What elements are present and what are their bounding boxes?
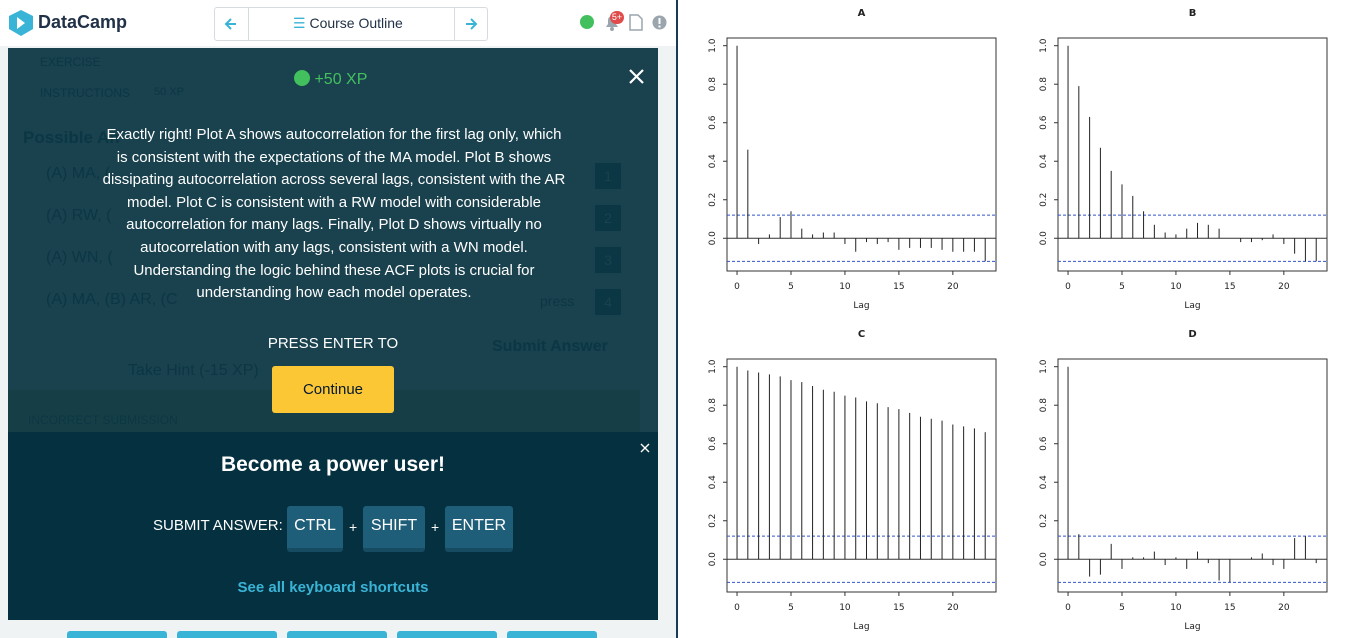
x-tick-label: 5 (1119, 603, 1125, 613)
y-tick-label: 0.0 (708, 231, 718, 246)
brand: DataCamp (38, 12, 128, 32)
x-tick-label: 0 (734, 282, 740, 292)
course-outline[interactable]: ☰ Course Outline (293, 15, 403, 31)
y-tick-label: 0.4 (1039, 154, 1049, 169)
plot-title: C (858, 329, 865, 340)
x-tick-label: 20 (947, 603, 959, 613)
y-tick-label: 1.0 (1039, 359, 1049, 374)
y-tick-label: 0.4 (708, 475, 718, 490)
tab[interactable] (397, 631, 497, 638)
key: SHIFT (363, 506, 425, 552)
submit-label: SUBMIT ANSWER: (153, 517, 283, 534)
x-tick-label: 0 (734, 603, 740, 613)
power-title: Become a power user! (220, 453, 446, 476)
notification-badge: 5+ (610, 11, 624, 24)
tab[interactable] (177, 631, 277, 638)
y-tick-label: 0.8 (1039, 398, 1049, 413)
y-tick-label: 0.0 (1039, 552, 1049, 567)
logo (9, 10, 33, 36)
y-tick-label: 0.2 (708, 514, 718, 528)
xp-gain: +50 XP (294, 70, 367, 89)
tab[interactable] (287, 631, 387, 638)
x-tick-label: 5 (788, 603, 794, 613)
plot-title: B (1189, 8, 1197, 19)
y-tick-label: 0.4 (1039, 475, 1049, 490)
x-tick-label: 10 (1170, 603, 1182, 613)
y-tick-label: 0.6 (1039, 436, 1049, 451)
y-tick-label: 0.8 (708, 398, 718, 413)
divider (676, 0, 678, 638)
tab[interactable] (67, 631, 167, 638)
key: ENTER (445, 506, 513, 552)
x-tick-label: 0 (1065, 603, 1071, 613)
key: CTRL (287, 506, 343, 552)
y-tick-label: 0.2 (708, 193, 718, 207)
power-user-panel: Become a power user! SUBMIT ANSWER: CTRL… (8, 432, 658, 620)
y-tick-label: 1.0 (708, 38, 718, 53)
x-tick-label: 10 (839, 282, 851, 292)
course-outline-label: Course Outline (309, 15, 403, 31)
x-tick-label: 15 (1224, 282, 1235, 292)
y-tick-label: 0.0 (708, 552, 718, 567)
y-tick-label: 0.2 (1039, 514, 1049, 528)
y-tick-label: 0.2 (1039, 193, 1049, 207)
header: DataCamp ☰ Course Outline 5+ (0, 0, 677, 46)
plot-frame (726, 37, 997, 272)
x-tick-label: 20 (947, 282, 959, 292)
y-tick-label: 0.4 (708, 154, 718, 169)
y-tick-label: 0.8 (1039, 77, 1049, 92)
x-tick-label: 10 (1170, 282, 1182, 292)
prev-button[interactable] (215, 8, 249, 40)
x-tick-label: 5 (788, 282, 794, 292)
x-tick-label: 10 (839, 603, 851, 613)
x-tick-label: 20 (1278, 282, 1290, 292)
x-axis-label: Lag (853, 301, 869, 311)
close-modal[interactable] (628, 68, 645, 85)
plot-frame (1057, 37, 1328, 272)
plot-title: A (858, 8, 866, 19)
course-nav: ☰ Course Outline (214, 7, 488, 41)
x-tick-label: 15 (893, 282, 904, 292)
y-tick-label: 0.6 (1039, 115, 1049, 130)
x-axis-label: Lag (1184, 301, 1200, 311)
plus: + (431, 519, 440, 535)
x-tick-label: 0 (1065, 282, 1071, 292)
continue-button[interactable]: Continue (272, 366, 394, 413)
plus: + (349, 519, 358, 535)
x-tick-label: 15 (1224, 603, 1235, 613)
exercise-pane: DataCamp ☰ Course Outline 5+ EXERCISE IN… (0, 0, 677, 638)
x-axis-label: Lag (1184, 622, 1200, 632)
plot-title: D (1188, 329, 1196, 340)
tab[interactable] (507, 631, 597, 638)
y-tick-label: 1.0 (708, 359, 718, 374)
close-panel[interactable] (640, 443, 650, 453)
x-tick-label: 15 (893, 603, 904, 613)
feedback-modal: +50 XP Exactly right! Plot A shows autoc… (8, 48, 658, 432)
y-tick-label: 0.8 (708, 77, 718, 92)
x-tick-label: 20 (1278, 603, 1290, 613)
y-tick-label: 1.0 (1039, 38, 1049, 53)
y-tick-label: 0.6 (708, 115, 718, 130)
feedback-message: Exactly right! Plot A shows autocorrelat… (102, 126, 566, 302)
y-tick-label: 0.6 (708, 436, 718, 451)
plot-frame (726, 358, 997, 593)
xp-text: +50 XP (314, 71, 368, 88)
shortcuts-link[interactable]: See all keyboard shortcuts (237, 579, 429, 596)
plot-frame (1057, 358, 1328, 593)
y-tick-label: 0.0 (1039, 231, 1049, 246)
status-dot (580, 15, 594, 29)
pdf-icon[interactable] (629, 14, 643, 31)
enter-prompt: PRESS ENTER TO (267, 335, 399, 352)
next-button[interactable] (454, 8, 488, 40)
info-icon[interactable] (652, 15, 667, 30)
x-axis-label: Lag (853, 622, 869, 632)
x-tick-label: 5 (1119, 282, 1125, 292)
